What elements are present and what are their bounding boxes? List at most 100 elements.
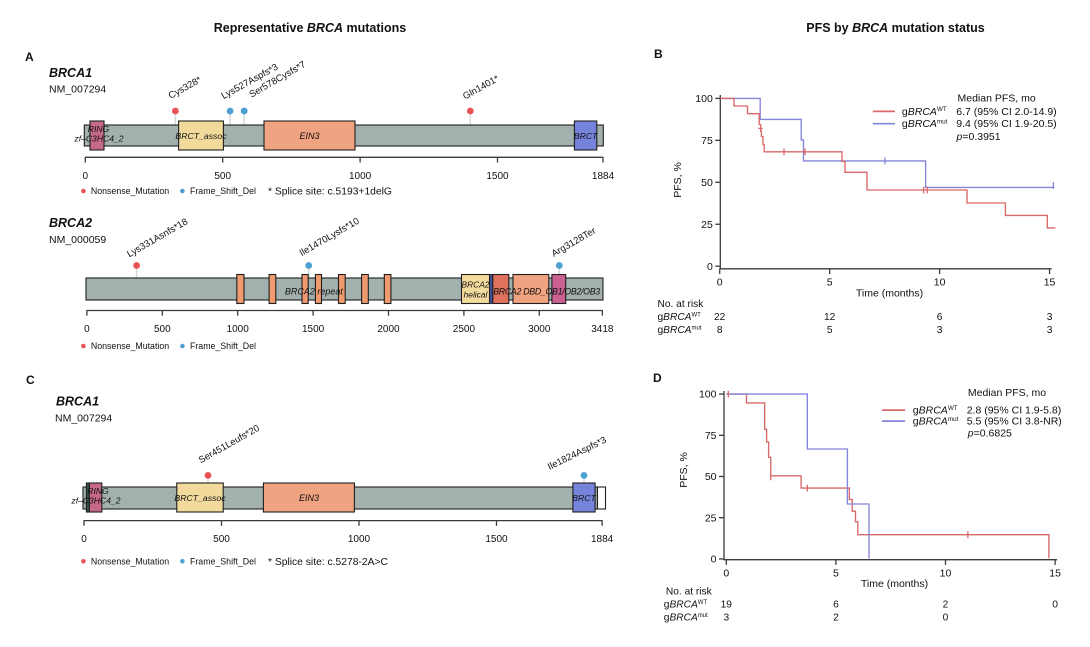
svg-text:Representative BRCA mutations: Representative BRCA mutations <box>214 21 406 35</box>
svg-text:50: 50 <box>705 471 717 483</box>
svg-text:1500: 1500 <box>302 324 325 335</box>
svg-text:5.5 (95% CI 3.8-NR): 5.5 (95% CI 3.8-NR) <box>967 416 1062 428</box>
svg-text:PFS by BRCA mutation status: PFS by BRCA mutation status <box>806 21 985 35</box>
svg-text:RING: RING <box>88 124 110 134</box>
svg-text:BRCA2 DBD_OB1/OB2/OB3: BRCA2 DBD_OB1/OB2/OB3 <box>493 287 600 297</box>
svg-text:0: 0 <box>84 324 90 335</box>
svg-text:2.8 (95% CI 1.9-5.8): 2.8 (95% CI 1.9-5.8) <box>967 405 1062 417</box>
svg-text:3: 3 <box>1047 325 1053 336</box>
svg-text:2500: 2500 <box>453 324 476 335</box>
svg-text:75: 75 <box>701 135 713 147</box>
svg-text:Frame_Shift_Del: Frame_Shift_Del <box>190 557 256 567</box>
svg-text:p=0.6825: p=0.6825 <box>967 428 1012 440</box>
svg-text:2: 2 <box>833 613 839 624</box>
svg-text:1000: 1000 <box>348 534 371 545</box>
svg-text:5: 5 <box>827 325 833 336</box>
svg-text:helical: helical <box>464 290 489 300</box>
svg-text:PFS, %: PFS, % <box>678 452 690 488</box>
svg-text:BRCA2: BRCA2 <box>462 280 490 290</box>
svg-text:9.4 (95% CI 1.9-20.5): 9.4 (95% CI 1.9-20.5) <box>956 118 1056 130</box>
svg-text:BRCT: BRCT <box>574 131 598 141</box>
svg-text:25: 25 <box>705 512 717 524</box>
svg-text:gBRCAmut: gBRCAmut <box>664 613 708 624</box>
svg-text:2: 2 <box>943 600 949 611</box>
svg-text:* Splice site: c.5193+1delG: * Splice site: c.5193+1delG <box>268 187 392 198</box>
svg-text:6: 6 <box>833 600 839 611</box>
svg-text:100: 100 <box>695 93 713 105</box>
svg-text:500: 500 <box>214 171 231 182</box>
svg-text:gBRCAmut: gBRCAmut <box>902 118 948 130</box>
svg-text:No. at risk: No. at risk <box>666 587 713 598</box>
svg-text:Frame_Shift_Del: Frame_Shift_Del <box>190 186 256 196</box>
svg-text:BRCA1: BRCA1 <box>56 395 99 409</box>
svg-text:5: 5 <box>827 276 833 288</box>
svg-text:A: A <box>25 50 34 64</box>
svg-text:0: 0 <box>711 554 717 566</box>
svg-text:Nonsense_Mutation: Nonsense_Mutation <box>91 341 169 351</box>
svg-text:3: 3 <box>723 613 729 624</box>
svg-text:Time (months): Time (months) <box>856 287 923 299</box>
svg-text:500: 500 <box>154 324 171 335</box>
svg-text:gBRCAmut: gBRCAmut <box>658 325 702 336</box>
svg-text:0: 0 <box>717 276 723 288</box>
svg-text:PFS, %: PFS, % <box>672 162 684 198</box>
svg-text:3: 3 <box>937 325 943 336</box>
svg-text:EIN3: EIN3 <box>299 131 319 141</box>
svg-text:3418: 3418 <box>591 324 614 335</box>
svg-text:1000: 1000 <box>349 171 372 182</box>
svg-text:EIN3: EIN3 <box>299 493 319 503</box>
svg-text:gBRCAWT: gBRCAWT <box>664 600 708 611</box>
svg-text:15: 15 <box>1044 276 1056 288</box>
svg-text:Median PFS, mo: Median PFS, mo <box>958 93 1036 105</box>
svg-text:50: 50 <box>701 177 713 189</box>
svg-text:8: 8 <box>717 325 723 336</box>
svg-text:3000: 3000 <box>528 324 551 335</box>
svg-text:BRCA2 repeat: BRCA2 repeat <box>285 287 344 297</box>
svg-text:25: 25 <box>701 219 713 231</box>
svg-text:10: 10 <box>940 567 952 579</box>
svg-text:0: 0 <box>1052 600 1058 611</box>
svg-text:1884: 1884 <box>591 534 614 545</box>
svg-text:1500: 1500 <box>486 171 509 182</box>
svg-text:gBRCAWT: gBRCAWT <box>913 405 958 417</box>
svg-text:3: 3 <box>1047 312 1053 323</box>
svg-text:gBRCAmut: gBRCAmut <box>913 416 959 428</box>
svg-text:NM_000059: NM_000059 <box>49 234 106 246</box>
svg-text:Median PFS, mo: Median PFS, mo <box>968 387 1046 399</box>
svg-text:0: 0 <box>723 567 729 579</box>
svg-text:BRCT_assoc: BRCT_assoc <box>174 493 226 503</box>
svg-text:BRCA2: BRCA2 <box>49 216 92 230</box>
svg-text:RING: RING <box>87 486 109 496</box>
svg-text:22: 22 <box>714 312 726 323</box>
svg-text:12: 12 <box>824 312 836 323</box>
svg-text:0: 0 <box>943 613 949 624</box>
svg-text:NM_007294: NM_007294 <box>49 84 106 96</box>
svg-text:0: 0 <box>707 261 713 273</box>
svg-text:0: 0 <box>83 171 89 182</box>
svg-text:19: 19 <box>721 600 733 611</box>
svg-text:BRCT: BRCT <box>572 493 596 503</box>
svg-text:Time (months): Time (months) <box>861 578 928 590</box>
svg-text:zf–C3HC4_2: zf–C3HC4_2 <box>70 496 120 506</box>
svg-text:15: 15 <box>1049 567 1061 579</box>
svg-text:Frame_Shift_Del: Frame_Shift_Del <box>190 341 256 351</box>
svg-text:D: D <box>653 371 662 385</box>
svg-text:100: 100 <box>699 389 717 401</box>
svg-text:gBRCAWT: gBRCAWT <box>902 106 947 118</box>
svg-text:Nonsense_Mutation: Nonsense_Mutation <box>91 557 169 567</box>
svg-text:gBRCAWT: gBRCAWT <box>658 312 702 323</box>
svg-text:p=0.3951: p=0.3951 <box>956 131 1001 143</box>
svg-text:C: C <box>26 373 35 387</box>
svg-text:5: 5 <box>833 567 839 579</box>
svg-text:6.7 (95% CI 2.0-14.9): 6.7 (95% CI 2.0-14.9) <box>956 106 1056 118</box>
svg-text:2000: 2000 <box>377 324 400 335</box>
svg-text:B: B <box>654 47 663 61</box>
svg-text:BRCA1: BRCA1 <box>49 66 92 80</box>
svg-text:No. at risk: No. at risk <box>658 299 705 310</box>
svg-text:zf–C3HC4_2: zf–C3HC4_2 <box>73 134 123 144</box>
svg-text:1500: 1500 <box>485 534 508 545</box>
svg-text:75: 75 <box>705 430 717 442</box>
svg-text:BRCT_assoc: BRCT_assoc <box>175 131 227 141</box>
svg-text:* Splice site: c.5278-2A>C: * Splice site: c.5278-2A>C <box>268 557 388 568</box>
svg-text:0: 0 <box>81 534 87 545</box>
